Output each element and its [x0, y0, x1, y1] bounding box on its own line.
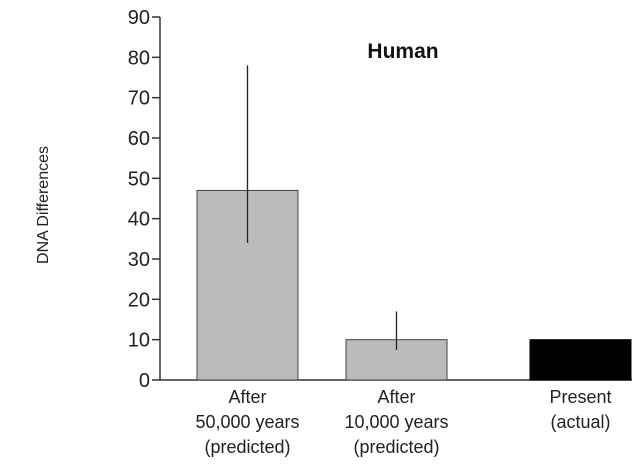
category-label: After 10,000 years (predicted) — [344, 387, 448, 457]
category-label-line: After — [377, 387, 415, 407]
category-label-line: (actual) — [550, 412, 610, 432]
category-label-line: Present — [549, 387, 611, 407]
category-label-line: After — [228, 387, 266, 407]
error-bars — [246, 65, 398, 350]
y-tick-label: 30 — [128, 249, 150, 271]
y-tick-label: 0 — [139, 370, 150, 392]
y-tick-label: 20 — [128, 289, 150, 311]
y-axis-label: DNA Differences — [35, 146, 52, 264]
category-label-line: 50,000 years — [195, 412, 299, 432]
y-tick-label: 70 — [128, 88, 150, 110]
y-tick-label: 80 — [128, 47, 150, 69]
category-label-line: 10,000 years — [344, 412, 448, 432]
bars — [196, 189, 632, 381]
y-tick-label: 10 — [128, 330, 150, 352]
category-label: After 50,000 years (predicted) — [195, 387, 299, 457]
y-tick-label: 90 — [128, 7, 150, 29]
y-axis-ticks: 0 10 20 30 40 50 60 70 80 90 — [128, 7, 160, 392]
y-tick-label: 50 — [128, 168, 150, 190]
category-label-line: (predicted) — [204, 437, 290, 457]
chart-title: Human — [367, 40, 438, 63]
category-label: Present (actual) — [549, 387, 611, 432]
y-tick-label: 60 — [128, 128, 150, 150]
category-label-line: (predicted) — [353, 437, 439, 457]
bar — [529, 339, 632, 381]
y-tick-label: 40 — [128, 209, 150, 231]
category-labels: After 50,000 years (predicted) After 10,000 … — [195, 387, 611, 457]
